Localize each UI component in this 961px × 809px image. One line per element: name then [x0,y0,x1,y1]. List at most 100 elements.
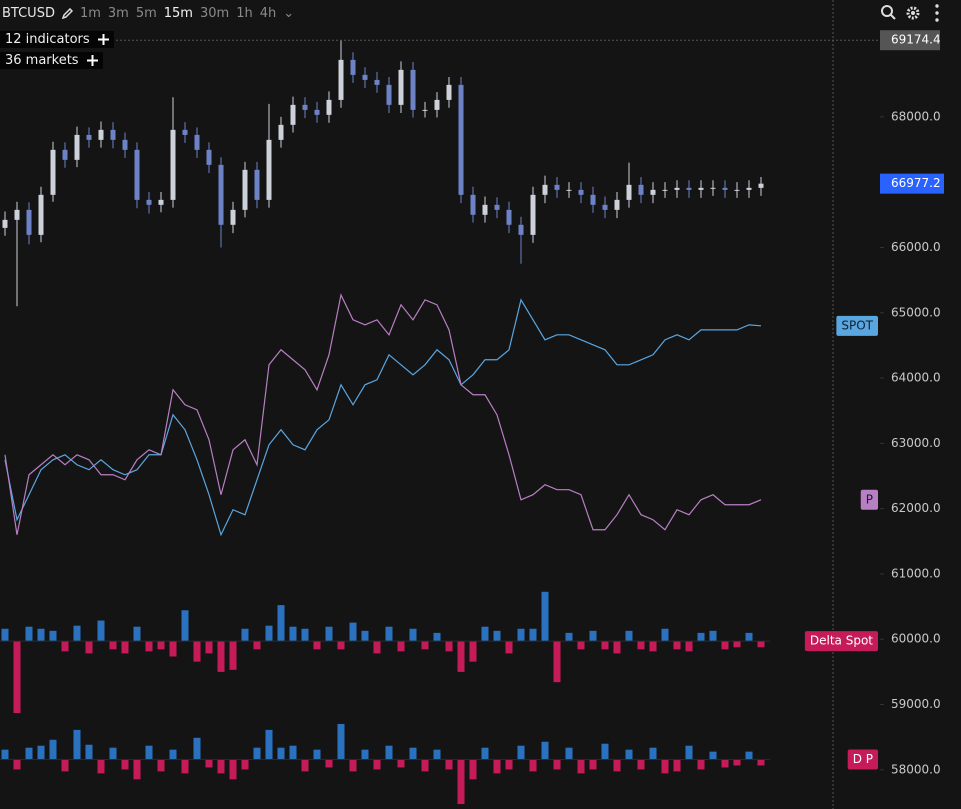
delta-bar [133,626,141,642]
delta-bar [649,641,657,652]
delta-bar [349,759,357,772]
delta-bar [253,641,261,650]
delta-bar [385,745,393,760]
delta-bar [349,622,357,642]
delta-bar [337,641,345,650]
delta-bar [577,759,585,774]
y-tick-label: 63000.0 [891,436,941,450]
indicators-button[interactable]: 12 indicators [0,31,114,48]
delta-bar [169,641,177,657]
price-label: 66977.2 [891,176,941,190]
delta-bar [1,749,9,760]
candle-body [542,184,548,195]
delta-bar [505,759,513,770]
delta-bar [433,632,441,642]
delta-bar [637,759,645,770]
candle-body [134,149,140,200]
candle-body [314,109,320,115]
delta-bar [625,630,633,642]
series-label: SPOT [836,315,878,336]
candle-body [122,139,128,150]
delta-bar [625,749,633,760]
delta-bar [85,641,93,654]
search-icon[interactable] [881,5,893,17]
timeframe[interactable]: 1m [79,5,101,21]
delta-bar [553,759,561,770]
candle-body [746,187,752,190]
delta-bar [181,759,189,774]
menu-icon[interactable] [935,4,939,22]
delta-bar [85,744,93,760]
candle-body [350,59,356,75]
timeframe[interactable]: 4h [259,5,277,21]
candle-body [410,69,416,110]
line-series [4,293,762,535]
timeframe-menu[interactable]: ⌄ [283,5,295,21]
delta-bar [553,641,561,683]
settings-icon[interactable] [906,6,920,20]
candle-body [686,187,692,190]
delta-bar [409,628,417,642]
settings-icon-core [911,11,915,15]
delta-bar [613,641,621,654]
timeframe[interactable]: 3m [107,5,129,21]
delta-bar [541,741,549,760]
delta-bar [697,632,705,642]
candle-body [242,169,248,210]
delta-bar [493,759,501,774]
delta-bar [685,745,693,760]
delta-bar [97,620,105,642]
symbol[interactable]: BTCUSD [2,5,55,21]
delta-bar [529,759,537,772]
delta-bar [205,641,213,654]
delta-bar [289,626,297,642]
delta-bar [289,745,297,760]
delta-bar [541,591,549,642]
candle-body [722,187,728,190]
candle-body [566,189,572,191]
delta-bar [445,641,453,652]
candle-body [14,209,20,220]
candle-body [602,204,608,210]
candle-body [374,79,380,85]
y-tick-label: 59000.0 [891,697,941,711]
timeframe[interactable]: 15m [163,5,193,21]
series-label-bg [860,489,878,510]
delta-bar [757,759,765,766]
candle-body [530,194,536,235]
delta-bar [733,759,741,766]
delta-bar [517,628,525,642]
candle-body [614,199,620,210]
delta-bar [241,628,249,642]
delta-bar [481,747,489,760]
delta-bar [145,641,153,652]
delta-bar [601,743,609,760]
timeframe[interactable]: 5m [135,5,157,21]
timeframe[interactable]: 30m [199,5,230,21]
plus-icon [97,34,109,45]
candle-body [278,124,284,140]
crosshair-label: 69174.4 [891,33,941,47]
candle-body [110,129,116,140]
delta-bar [121,759,129,770]
candle-body [362,74,368,80]
candle-body [554,184,560,190]
timeframe[interactable]: 1h [236,5,253,21]
delta-bar [1,628,9,642]
candle-body [2,219,8,228]
markets-button[interactable]: 36 markets [0,52,103,69]
candle-body [758,183,764,188]
candle-body [182,129,188,135]
delta-bar [181,610,189,642]
delta-bar [241,759,249,770]
edit-icon[interactable] [61,7,73,19]
delta-bar [217,759,225,774]
delta-bar [325,759,333,768]
delta-bar [457,641,465,672]
delta-bar [361,630,369,642]
candle-body [326,99,332,115]
delta-bar [517,745,525,760]
candle-body [254,169,260,200]
delta-bar [13,759,21,770]
